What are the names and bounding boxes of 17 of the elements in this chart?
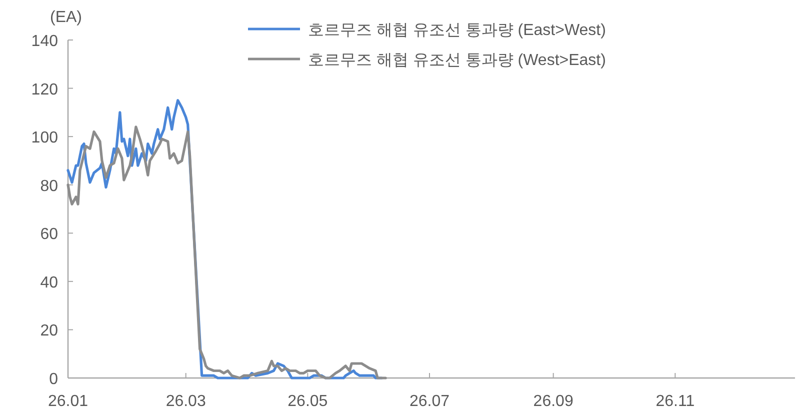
x-tick-label: 26.05: [288, 393, 328, 410]
y-tick-label: 60: [40, 226, 58, 244]
x-tick-label: 26.07: [409, 393, 450, 410]
legend-label: 호르무즈 해협 유조선 통과량 (West>East): [308, 52, 606, 69]
y-tick-label: 40: [40, 274, 58, 292]
x-tick-label: 26.11: [656, 393, 695, 410]
x-tick-label: 26.01: [48, 393, 88, 410]
x-tick-label: 26.03: [166, 393, 206, 410]
y-axis-title: (EA): [50, 9, 82, 26]
y-tick-label: 120: [31, 81, 58, 98]
y-tick-label: 80: [40, 178, 58, 195]
y-tick-label: 100: [31, 130, 58, 147]
y-tick-label: 140: [31, 33, 58, 50]
y-tick-label: 20: [40, 322, 58, 340]
legend-label: 호르무즈 해협 유조선 통과량 (East>West): [308, 22, 606, 39]
x-tick-label: 26.09: [533, 393, 574, 410]
y-tick-label: 0: [49, 371, 58, 388]
